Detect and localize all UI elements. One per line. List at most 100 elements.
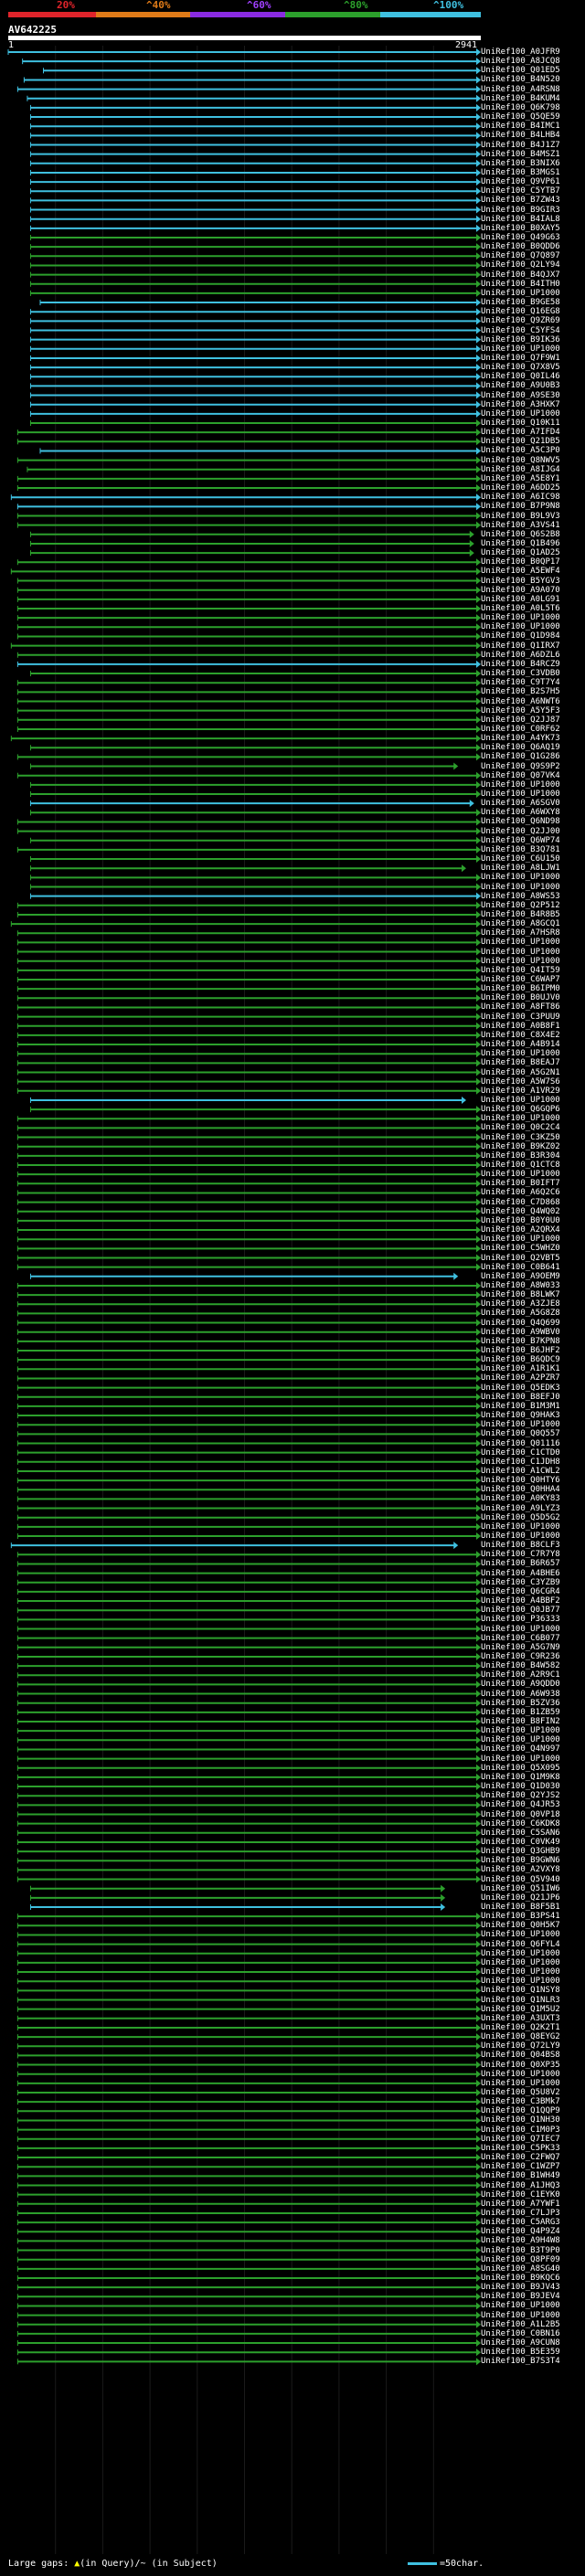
hit-arrow	[476, 651, 481, 659]
hit-arrow	[476, 845, 481, 853]
hit-arrow	[476, 512, 481, 520]
hit-arrow	[476, 1171, 481, 1179]
hit-arrow	[476, 2061, 481, 2069]
hit-arrow	[476, 1328, 481, 1336]
hit-arrow	[476, 1708, 481, 1716]
hit-arrow	[476, 1486, 481, 1494]
hit-arrow	[476, 2284, 481, 2292]
hit-arrow	[476, 1216, 481, 1224]
legend-gaps-label: Large gaps:	[8, 2559, 75, 2569]
hit-arrow	[476, 1467, 481, 1475]
hit-arrow	[476, 2320, 481, 2328]
hit-arrow	[441, 1903, 446, 1911]
hit-arrow	[476, 1495, 481, 1503]
hit-arrow	[476, 252, 481, 260]
hit-arrow	[476, 1031, 481, 1039]
hit-arrow	[476, 2255, 481, 2263]
hit-arrow	[476, 1077, 481, 1086]
hit-arrow	[476, 2237, 481, 2245]
hit-arrow	[476, 1504, 481, 1512]
hit-arrow	[476, 1857, 481, 1865]
hit-arrow	[476, 1068, 481, 1076]
hit-arrow	[476, 901, 481, 909]
hit-arrow	[476, 2042, 481, 2051]
scale-bar-purple	[190, 12, 285, 17]
hit-arrow	[453, 1542, 459, 1550]
hit-arrow	[476, 447, 481, 455]
hit-arrow	[476, 605, 481, 612]
hit-arrow	[476, 632, 481, 641]
hit-arrow	[476, 2135, 481, 2143]
hit-arrow	[476, 1161, 481, 1169]
hit-arrow	[476, 567, 481, 576]
hit-arrow	[476, 270, 481, 279]
hit-arrow	[476, 345, 481, 353]
hit-arrow	[476, 1087, 481, 1095]
hit-arrow	[476, 809, 481, 817]
hit-arrow	[476, 2014, 481, 2022]
hit-arrow	[476, 2293, 481, 2301]
hit-arrow	[476, 1671, 481, 1680]
hit-arrow	[476, 1643, 481, 1651]
hit-arrow	[476, 335, 481, 344]
hit-arrow	[476, 1263, 481, 1271]
hit-arrow	[476, 409, 481, 418]
hit-arrow	[441, 1884, 446, 1892]
hit-arrow	[469, 549, 474, 557]
hit-arrow	[476, 1819, 481, 1828]
hit-arrow	[476, 429, 481, 437]
hit-arrow	[476, 196, 481, 205]
hit-arrow	[476, 1180, 481, 1188]
hit-arrow	[476, 2070, 481, 2078]
hit-arrow	[476, 373, 481, 381]
hit-arrow	[476, 1448, 481, 1457]
hit-arrow	[476, 1680, 481, 1689]
hit-arrow	[476, 670, 481, 678]
hit-arrow	[476, 1977, 481, 1986]
hit-arrow	[476, 1569, 481, 1577]
hit-arrow	[476, 1522, 481, 1531]
hit-arrow	[476, 1245, 481, 1253]
hit-arrow	[476, 1560, 481, 1568]
hit-arrow	[476, 308, 481, 316]
hit-arrow	[476, 243, 481, 251]
scale-bar-green	[285, 12, 380, 17]
hit-arrow	[476, 484, 481, 493]
hit-arrow	[476, 957, 481, 965]
hit-arrow	[476, 1513, 481, 1521]
legend-swatch	[408, 2561, 437, 2565]
hit-arrow	[476, 1309, 481, 1318]
legend-gaps: Large gaps: ▲(in Query)/~ (in Subject)	[8, 2559, 218, 2569]
hit-arrow	[476, 85, 481, 93]
hit-arrow	[476, 623, 481, 631]
hit-arrow	[476, 1383, 481, 1392]
scale-label-20: 20%	[57, 0, 75, 11]
query-start-label: 1	[8, 40, 15, 50]
hit-arrow	[453, 1272, 459, 1280]
hit-arrow	[476, 771, 481, 779]
hit-arrow	[476, 474, 481, 482]
hit-arrow	[476, 224, 481, 232]
hit-arrow	[476, 586, 481, 594]
hit-arrow	[476, 1866, 481, 1874]
hit-arrow	[476, 187, 481, 196]
hit-arrow	[476, 1347, 481, 1354]
hit-arrow	[476, 234, 481, 241]
hit-arrow	[476, 1736, 481, 1744]
hit-arrow	[476, 874, 481, 882]
hit-arrow	[476, 1374, 481, 1383]
hit-arrow	[476, 1875, 481, 1883]
hit-arrow	[476, 1412, 481, 1420]
hit-arrow	[476, 141, 481, 149]
scale-bar-orange	[96, 12, 190, 17]
hit-arrow	[476, 1922, 481, 1930]
hit-arrow	[476, 1931, 481, 1939]
hit-arrow	[476, 1597, 481, 1606]
hit-arrow	[476, 1792, 481, 1800]
hit-arrow	[476, 614, 481, 622]
hit-arrow	[476, 1151, 481, 1160]
hit-arrow	[476, 753, 481, 761]
legend-gaps-text: (in Query)/~ (in Subject)	[80, 2559, 218, 2569]
hit-arrow	[476, 493, 481, 502]
